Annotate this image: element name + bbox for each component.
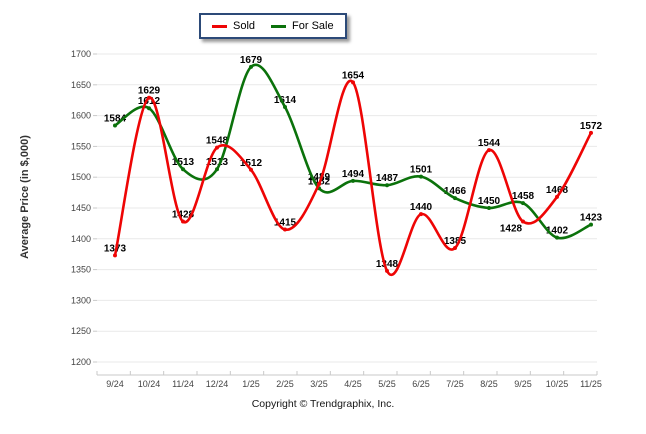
sold-point-marker	[147, 95, 151, 100]
sold-line-swatch-icon	[212, 24, 227, 28]
data-label: 1489	[308, 172, 331, 183]
x-tick-label: 8/25	[480, 379, 498, 389]
data-label: 1440	[410, 202, 433, 213]
y-tick-label: 1200	[71, 357, 91, 367]
sold-point-marker	[249, 167, 253, 172]
sold-point-marker	[385, 268, 389, 273]
x-tick-label: 11/25	[580, 379, 602, 389]
data-label: 1402	[546, 226, 569, 237]
sold-point-marker	[113, 253, 117, 258]
data-label: 1458	[512, 191, 535, 202]
legend-item-sold: Sold	[212, 20, 255, 32]
for-sale-point-marker	[351, 178, 355, 183]
for-sale-line	[113, 63, 593, 240]
x-tick-label: 5/25	[378, 379, 396, 389]
data-label: 1654	[342, 70, 365, 81]
y-axis-title: Average Price (in $,000)	[19, 135, 31, 259]
sold-point-marker	[589, 130, 593, 135]
for-sale-point-marker	[419, 174, 423, 179]
y-tick-label: 1500	[71, 172, 91, 182]
data-label: 1501	[410, 165, 433, 176]
x-tick-label: 4/25	[344, 379, 362, 389]
for-sale-point-marker	[589, 222, 593, 227]
legend-label-for-sale: For Sale	[292, 20, 334, 32]
x-tick-label: 9/25	[514, 379, 532, 389]
data-label: 1548	[206, 136, 229, 147]
data-label: 1468	[546, 185, 569, 196]
for-sale-point-marker	[181, 167, 185, 172]
data-label: 1512	[240, 158, 263, 169]
sold-point-marker	[521, 219, 525, 224]
legend: Sold For Sale	[199, 13, 347, 39]
data-label: 1466	[444, 186, 467, 197]
for-sale-point-marker	[113, 123, 117, 128]
data-label: 1629	[138, 86, 161, 97]
data-label: 1494	[342, 169, 365, 180]
for-sale-point-marker	[385, 183, 389, 188]
for-sale-point-marker	[283, 104, 287, 109]
data-label: 1415	[274, 218, 297, 229]
data-label: 1513	[172, 157, 195, 168]
for-sale-point-marker	[555, 235, 559, 240]
sold-point-marker	[555, 194, 559, 199]
y-tick-label: 1450	[71, 203, 91, 213]
data-label: 1614	[274, 95, 297, 106]
sold-point-marker	[283, 227, 287, 232]
x-tick-label: 7/25	[446, 379, 464, 389]
data-label: 1385	[444, 236, 467, 247]
x-tick-label: 3/25	[310, 379, 328, 389]
legend-label-sold: Sold	[233, 20, 256, 32]
y-tick-label: 1700	[71, 49, 91, 59]
data-label: 1348	[376, 259, 399, 270]
data-label: 1679	[240, 55, 263, 66]
for-sale-point-marker	[215, 167, 219, 172]
for-sale-point-marker	[147, 106, 151, 111]
for-sale-point-marker	[521, 201, 525, 206]
legend-item-for-sale: For Sale	[271, 20, 334, 32]
sold-point-marker	[351, 80, 355, 85]
data-label: 1612	[138, 96, 161, 107]
x-tick-label: 1/25	[242, 379, 260, 389]
sold-point-marker	[419, 212, 423, 217]
data-label: 1450	[478, 196, 501, 207]
for-sale-line-swatch-icon	[271, 24, 287, 28]
data-label: 1584	[104, 113, 127, 124]
x-tick-label: 6/25	[412, 379, 430, 389]
x-tick-label: 12/24	[206, 379, 229, 389]
copyright-text: Copyright © Trendgraphix, Inc.	[251, 398, 395, 410]
data-label: 1513	[206, 157, 229, 168]
y-tick-label: 1400	[71, 234, 91, 244]
y-tick-label: 1600	[71, 111, 91, 121]
y-tick-label: 1300	[71, 295, 91, 305]
x-tick-label: 11/24	[172, 379, 194, 389]
data-label: 1428	[172, 210, 195, 221]
data-label: 1572	[580, 121, 603, 132]
y-tick-label: 1350	[71, 265, 91, 275]
x-tick-label: 9/24	[106, 379, 124, 389]
y-tick-label: 1250	[71, 326, 91, 336]
data-label: 1428	[500, 224, 523, 235]
for-sale-point-marker	[487, 206, 491, 210]
data-label: 1544	[478, 138, 501, 149]
y-tick-label: 1550	[71, 141, 91, 151]
sold-point-marker	[215, 145, 219, 150]
data-label: 1423	[580, 213, 603, 224]
x-tick-label: 2/25	[276, 379, 294, 389]
sold-point-marker	[453, 246, 457, 251]
data-label: 1487	[376, 173, 399, 184]
y-tick-label: 1650	[71, 80, 91, 90]
for-sale-point-marker	[249, 64, 253, 69]
x-tick-label: 10/24	[138, 379, 161, 389]
sold-point-marker	[317, 181, 321, 186]
sold-point-marker	[487, 148, 491, 153]
x-tick-label: 10/25	[546, 379, 569, 389]
for-sale-point-marker	[453, 196, 457, 201]
sold-point-marker	[181, 219, 185, 224]
